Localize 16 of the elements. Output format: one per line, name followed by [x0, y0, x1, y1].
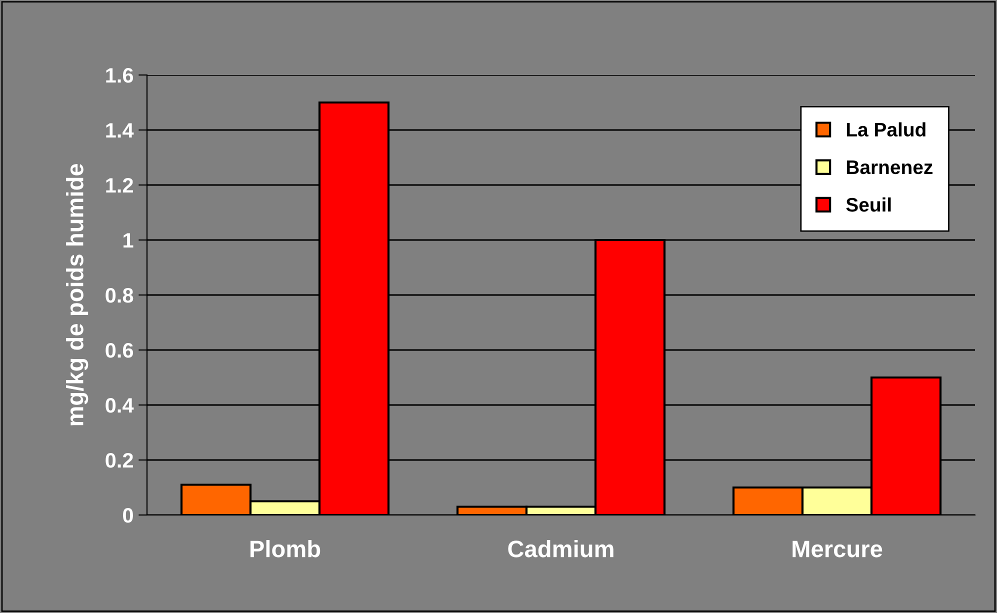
y-axis-title: mg/kg de poids humide	[66, 164, 88, 426]
x-tick-label: Plomb	[250, 540, 320, 558]
y-tick-label: 0.2	[106, 453, 133, 468]
legend-label: Barnenez	[846, 160, 932, 174]
y-tick-label: 1.2	[106, 178, 133, 193]
y-tick-label: 0.8	[106, 288, 134, 303]
legend-label: La Palud	[846, 122, 926, 137]
legend-label: Seuil	[846, 197, 891, 212]
y-tick-label: 0.6	[106, 343, 134, 358]
y-tick-label: 1	[124, 233, 134, 248]
x-tick-label: Cadmium	[508, 540, 614, 558]
y-tick-label: 1.6	[106, 68, 134, 83]
y-tick-label: 0	[123, 508, 133, 523]
y-tick-label: 1.4	[106, 123, 134, 138]
y-tick-label: 0.4	[106, 398, 134, 413]
x-tick-label: Mercure	[792, 540, 882, 558]
